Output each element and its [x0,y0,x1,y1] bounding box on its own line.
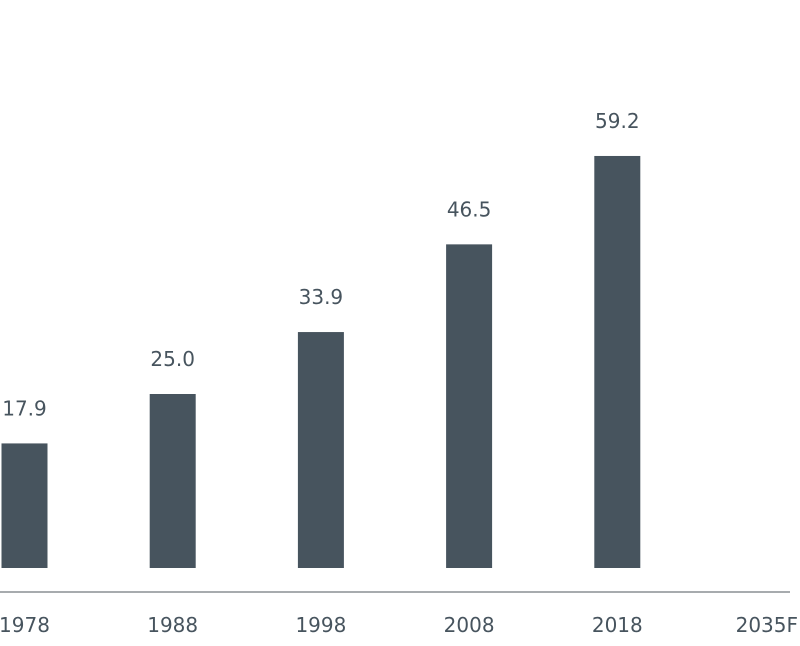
data-label: 59.2 [595,109,640,133]
bar [1,443,48,568]
data-label: 33.9 [299,285,344,309]
x-tick-label: 2018 [592,613,643,637]
bar [446,244,493,569]
bar [594,155,641,568]
data-label: 25.0 [150,347,195,371]
x-tick-label: 1998 [295,613,346,637]
data-label: 46.5 [447,197,492,221]
x-tick-label: 1988 [147,613,198,637]
data-label: 17.9 [2,396,47,420]
x-tick-label: 1978 [0,613,50,637]
bar [149,394,196,568]
x-tick-label: 2008 [444,613,495,637]
x-tick-label: 2035F [736,613,798,637]
bar [297,332,344,568]
